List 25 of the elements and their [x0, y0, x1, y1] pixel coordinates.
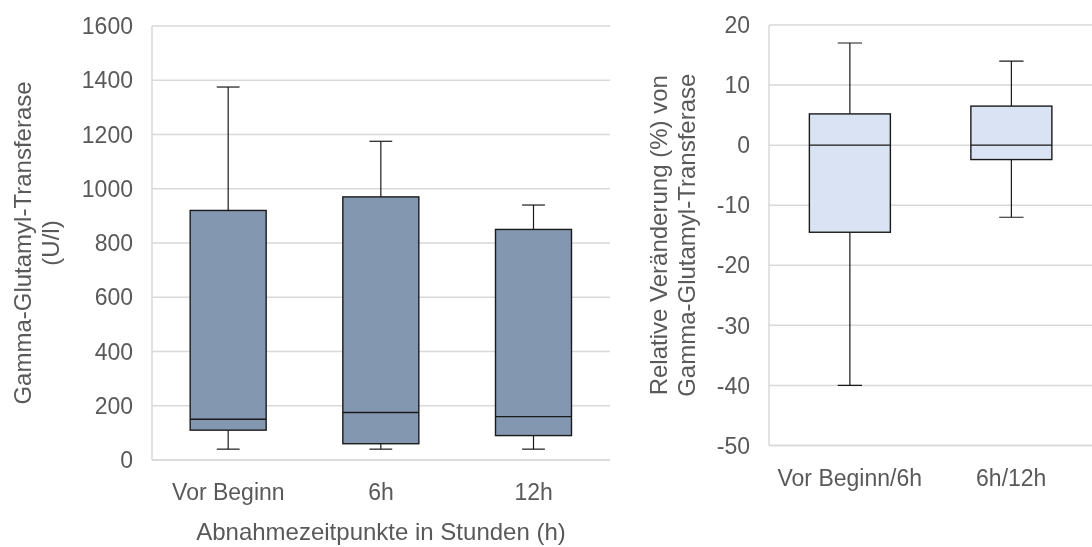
x-tick-label: 6h [368, 479, 394, 506]
x-tick-label: 12h [514, 479, 553, 506]
y-tick-label: 200 [94, 392, 133, 419]
y-axis-title: Gamma-Glutamyl-Transferase (U/l) [9, 81, 64, 405]
x-tick-label: 6h/12h [976, 464, 1047, 491]
y-tick-label: 600 [94, 284, 133, 311]
y-tick-label: -40 [716, 372, 750, 399]
x-axis-title: Abnahmezeitpunkte in Stunden (h) [196, 518, 566, 545]
y-tick-label: 1000 [81, 175, 133, 202]
x-tick-label: Vor Beginn/6h [777, 464, 923, 491]
y-axis-title: Relative Veränderung (%) von Gamma-Glutamyl-Transferase [645, 73, 700, 397]
y-tick-label: -10 [716, 192, 750, 219]
y-tick-label: 20 [724, 12, 750, 39]
y-tick-label: 400 [94, 338, 133, 365]
y-tick-label: 0 [120, 447, 133, 474]
y-tick-label: -20 [716, 252, 750, 279]
x-tick-label: Vor Beginn [172, 479, 285, 506]
y-tick-label: 0 [737, 132, 750, 159]
y-tick-label: -30 [716, 312, 750, 339]
y-tick-label: 1200 [81, 121, 133, 148]
y-tick-label: 1600 [81, 13, 133, 40]
y-tick-label: 1400 [81, 67, 133, 94]
y-tick-label: 10 [724, 72, 750, 99]
y-tick-label: 800 [94, 230, 133, 257]
y-tick-label: -50 [716, 432, 750, 459]
